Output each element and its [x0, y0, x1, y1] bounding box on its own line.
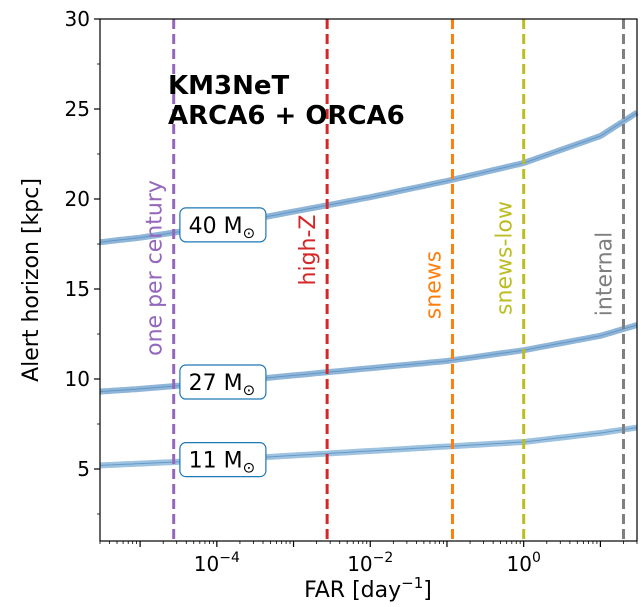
x-tick-label-0: 10−4	[194, 550, 240, 576]
threshold-label-1: high-Z	[296, 215, 321, 286]
x-tick-label-1: 10−2	[347, 550, 393, 576]
series-line-0	[99, 112, 638, 243]
series-label-box-2	[179, 442, 267, 478]
y-tick-label-5: 30	[65, 7, 90, 31]
threshold-label-0: one per century	[143, 180, 168, 356]
series-label-0: 40 M⊙	[179, 207, 267, 243]
y-tick-label-1: 10	[65, 367, 90, 391]
y-tick-label-0: 5	[77, 457, 90, 481]
y-tick-label-4: 25	[65, 97, 90, 121]
chart-title: KM3NeT	[168, 71, 290, 101]
series-label-text-0: 40 M⊙	[189, 214, 256, 242]
series-label-2: 11 M⊙	[179, 442, 267, 478]
series-line-2	[99, 427, 638, 466]
series-label-text-1: 27 M⊙	[189, 371, 256, 399]
x-axis-label: FAR [day−1]	[304, 574, 432, 603]
y-axis-label: Alert horizon [kpc]	[19, 178, 44, 382]
series-label-box-1	[179, 364, 267, 400]
threshold-label-4: internal	[592, 232, 617, 316]
series-label-text-2: 11 M⊙	[189, 449, 256, 477]
chart-subtitle: ARCA6 + ORCA6	[168, 101, 405, 131]
series-line-1	[99, 324, 638, 393]
threshold-label-2: snews	[421, 251, 446, 319]
threshold-label-3: snews-low	[493, 201, 518, 315]
y-tick-label-3: 20	[65, 187, 90, 211]
series-label-box-0	[179, 207, 267, 243]
y-tick-label-2: 15	[65, 277, 90, 301]
series-label-1: 27 M⊙	[179, 364, 267, 400]
plot-frame	[99, 18, 638, 542]
x-tick-label-2: 100	[506, 550, 540, 576]
